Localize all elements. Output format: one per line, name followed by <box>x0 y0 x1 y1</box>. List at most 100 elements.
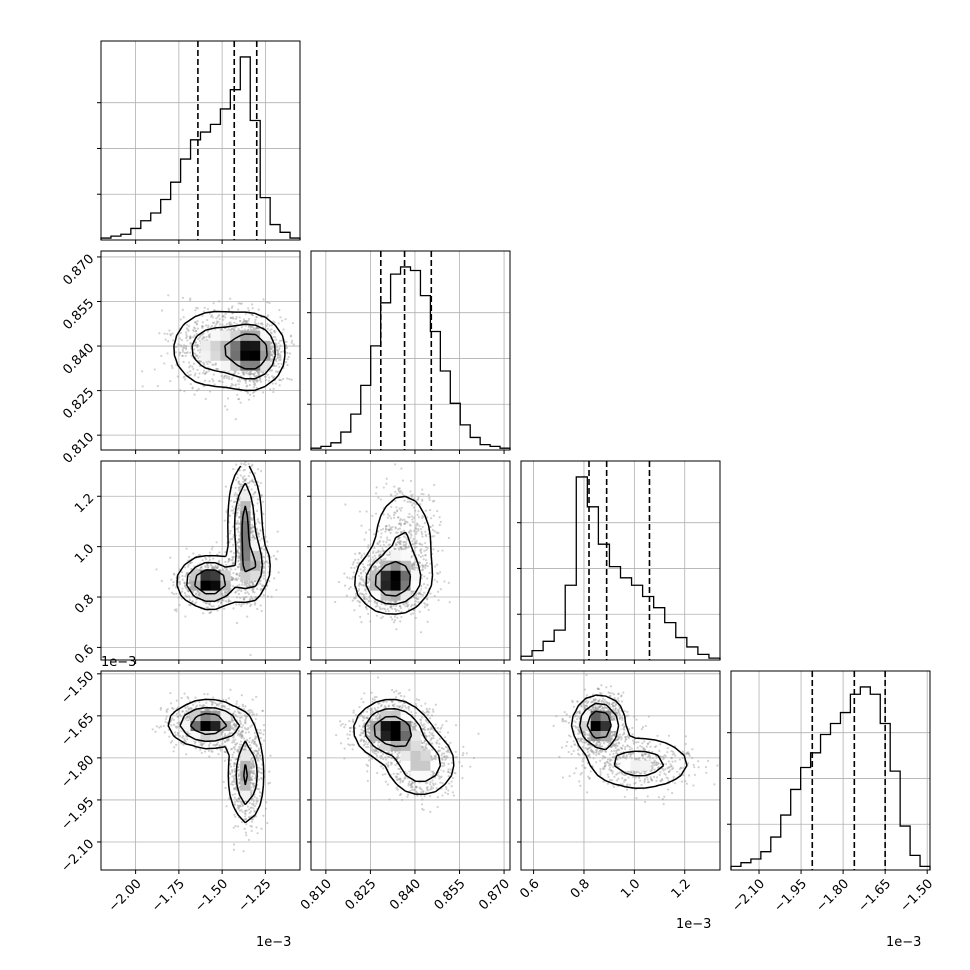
scatter-point <box>422 558 425 561</box>
scatter-point <box>208 611 211 615</box>
scatter-point <box>239 302 242 305</box>
scatter-point <box>168 329 171 332</box>
scatter-point <box>384 545 387 548</box>
scatter-point <box>211 545 214 548</box>
scatter-point <box>221 315 225 318</box>
scatter-point <box>202 369 206 372</box>
scatter-point <box>255 378 258 382</box>
scatter-point <box>189 364 192 367</box>
scatter-point <box>256 371 260 374</box>
scatter-point <box>282 350 285 353</box>
scatter-point <box>249 653 252 657</box>
scatter-point <box>257 372 260 375</box>
scatter-point <box>415 530 418 533</box>
scatter-point <box>447 581 450 584</box>
scatter-point <box>437 549 440 553</box>
scatter-point <box>286 358 289 361</box>
scatter-point <box>186 705 189 708</box>
scatter-point <box>254 717 257 721</box>
scatter-point <box>252 326 255 329</box>
scatter-point <box>242 850 245 853</box>
scatter-point <box>238 583 241 586</box>
scatter-point <box>251 303 254 306</box>
scatter-point <box>227 598 230 601</box>
scatter-point <box>395 604 398 607</box>
scatter-point <box>422 583 426 586</box>
scatter-point <box>242 371 245 375</box>
scatter-point <box>405 520 408 523</box>
scatter-point <box>271 355 274 358</box>
scatter-point <box>243 320 246 323</box>
scatter-point <box>196 327 200 330</box>
scatter-point <box>196 337 200 341</box>
scatter-point <box>244 371 247 374</box>
scatter-point <box>179 389 182 392</box>
scatter-point <box>221 323 224 326</box>
scatter-point <box>351 599 354 602</box>
scatter-point <box>253 603 257 606</box>
scatter-point <box>363 588 367 591</box>
scatter-point <box>368 528 371 531</box>
scatter-point <box>203 565 207 568</box>
scatter-point <box>396 531 399 534</box>
scatter-point <box>384 530 387 533</box>
scatter-point <box>278 365 281 369</box>
scatter-point <box>421 488 424 491</box>
scatter-point <box>385 477 388 480</box>
scatter-point <box>205 338 208 341</box>
scatter-point <box>428 498 431 502</box>
scatter-point <box>200 566 203 569</box>
scatter-point <box>286 377 289 380</box>
scatter-point <box>237 592 240 596</box>
scatter-point <box>252 589 255 592</box>
scatter-point <box>223 375 226 378</box>
scatter-point <box>409 529 412 532</box>
scatter-point <box>242 480 245 483</box>
scatter-point <box>398 541 401 544</box>
scatter-point <box>155 568 158 571</box>
density-cell <box>220 360 231 371</box>
scatter-point <box>208 336 211 339</box>
scatter-point <box>183 592 187 595</box>
scatter-point <box>210 324 214 328</box>
scatter-point <box>226 375 229 378</box>
scatter-point <box>369 558 372 561</box>
scatter-point <box>360 554 363 557</box>
scatter-point <box>164 338 167 341</box>
scatter-point <box>387 609 390 613</box>
scatter-point <box>242 724 245 727</box>
scatter-point <box>197 349 200 352</box>
scatter-point <box>207 565 210 568</box>
scatter-point <box>360 571 363 574</box>
scatter-point <box>401 491 404 494</box>
scatter-point <box>276 530 279 533</box>
scatter-point <box>249 379 252 382</box>
scatter-point <box>194 329 198 333</box>
density-cell <box>380 580 391 591</box>
scatter-point <box>276 370 279 373</box>
scatter-point <box>277 352 280 355</box>
scatter-point <box>382 540 385 543</box>
scatter-point <box>240 694 243 697</box>
scatter-point <box>433 483 436 487</box>
scatter-point <box>233 321 236 324</box>
scatter-point <box>277 322 280 325</box>
scatter-point <box>411 504 414 507</box>
scatter-point <box>258 535 261 538</box>
panel-2-0 <box>97 460 301 664</box>
scatter-point <box>235 316 238 319</box>
scatter-point <box>420 492 423 496</box>
scatter-point <box>415 539 418 542</box>
scatter-point <box>193 327 197 330</box>
scatter-point <box>183 375 186 378</box>
scatter-point <box>185 572 188 575</box>
scatter-point <box>388 528 391 531</box>
scatter-point <box>189 383 192 386</box>
scatter-point <box>247 398 251 401</box>
scatter-point <box>364 531 368 534</box>
scatter-point <box>243 583 246 587</box>
scatter-point <box>415 594 418 597</box>
scatter-point <box>243 581 246 584</box>
scatter-point <box>404 522 407 525</box>
scatter-point <box>270 347 273 351</box>
